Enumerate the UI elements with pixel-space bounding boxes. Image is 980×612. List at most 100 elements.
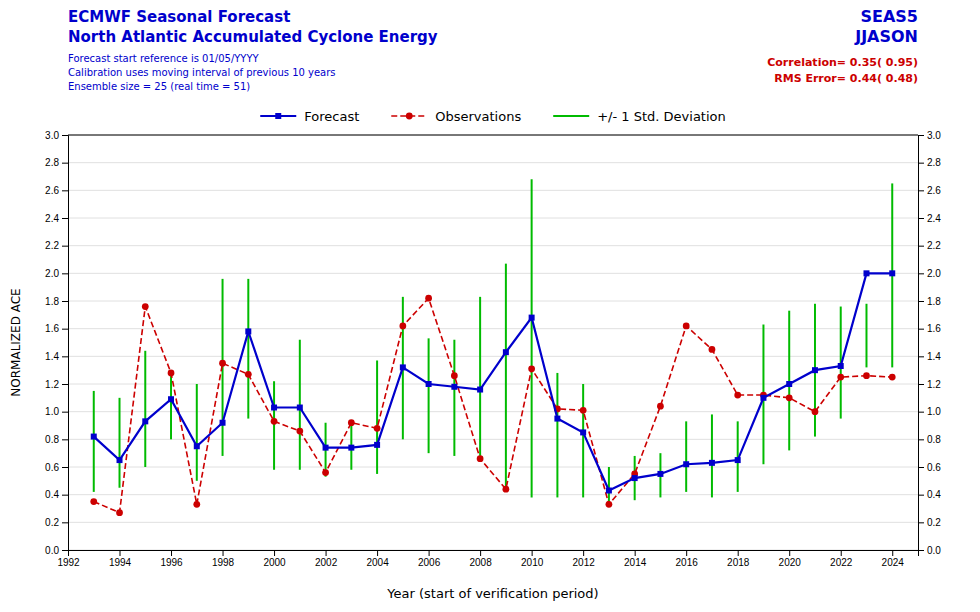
tick-mark [62, 135, 68, 136]
chart: 1992199419961998200020022004200620082010… [0, 0, 980, 612]
tick: 2.4 [918, 213, 941, 224]
tick: 2022 [830, 550, 853, 568]
point [374, 442, 380, 448]
tick-mark [918, 163, 924, 164]
legend-swatch [553, 115, 589, 117]
tick: 2.2 [45, 240, 68, 251]
point [297, 405, 303, 411]
tick-mark [326, 550, 327, 556]
point [786, 381, 792, 387]
tick: 0.6 [918, 462, 941, 473]
tick-mark [62, 273, 68, 274]
std-range [531, 179, 533, 497]
point [400, 364, 406, 370]
grid-line [68, 190, 918, 191]
tick: 3.0 [918, 130, 941, 141]
point [90, 498, 97, 505]
point [116, 509, 123, 516]
std-range [428, 338, 430, 453]
tick-mark [918, 190, 924, 191]
tick: 2000 [263, 550, 286, 568]
std-range [865, 304, 867, 368]
tick-mark [918, 522, 924, 523]
tick-mark [918, 467, 924, 468]
tick-mark [583, 550, 584, 556]
tick: 2020 [779, 550, 802, 568]
tick-mark [62, 246, 68, 247]
point [863, 372, 870, 379]
point [528, 365, 535, 372]
tick-label: 0.2 [927, 517, 941, 528]
tick-label: 2014 [624, 557, 647, 568]
tick: 2018 [727, 550, 750, 568]
tick: 1994 [109, 550, 132, 568]
series-line [94, 273, 892, 490]
tick-label: 2.8 [45, 157, 59, 168]
tick-mark [377, 550, 378, 556]
tick-label: 1.8 [927, 296, 941, 307]
y-axis: 0.00.20.40.60.81.01.21.41.61.82.02.22.42… [45, 130, 68, 556]
subtitle: Ensemble size = 25 (real time = 51) [68, 81, 250, 92]
tick: 0.8 [45, 434, 68, 445]
tick-label: 1.6 [45, 323, 59, 334]
tick-mark [62, 384, 68, 385]
tick: 2.2 [918, 240, 941, 251]
tick: 1998 [212, 550, 235, 568]
point [657, 403, 664, 410]
y2-axis: 0.00.20.40.60.81.01.21.41.61.82.02.22.42… [918, 130, 941, 556]
point [554, 416, 560, 422]
tick-mark [171, 550, 172, 556]
tick-label: 2.4 [45, 213, 59, 224]
point [426, 381, 432, 387]
tick-label: 2020 [779, 557, 802, 568]
grid-line [68, 356, 918, 357]
tick: 1.4 [918, 351, 941, 362]
tick: 0.0 [918, 545, 941, 556]
tick: 0.2 [45, 517, 68, 528]
tick-mark [62, 163, 68, 164]
tick-mark [918, 273, 924, 274]
tick-label: 2000 [263, 557, 286, 568]
std-range [505, 264, 507, 491]
tick-label: 2.2 [45, 240, 59, 251]
tick: 2014 [624, 550, 647, 568]
grid-line [68, 522, 918, 523]
point [194, 443, 200, 449]
legend-swatch [406, 113, 413, 120]
grid-line [68, 162, 918, 163]
tick: 0.6 [45, 462, 68, 473]
tick: 0.4 [45, 489, 68, 500]
tick-mark [918, 384, 924, 385]
tick-mark [62, 301, 68, 302]
point [142, 303, 149, 310]
grid-line [68, 273, 918, 274]
point [683, 323, 690, 330]
tick: 1.4 [45, 351, 68, 362]
x-axis-title: Year (start of verification period) [386, 586, 598, 601]
tick: 0.2 [918, 517, 941, 528]
tick-mark [918, 356, 924, 357]
grid-line [68, 301, 918, 302]
point [220, 420, 226, 426]
tick-label: 1996 [160, 557, 183, 568]
point [786, 394, 793, 401]
tick: 0.8 [918, 434, 941, 445]
tick-label: 2008 [469, 557, 492, 568]
tick-label: 2.4 [927, 213, 941, 224]
std-range [119, 398, 121, 488]
std-range [582, 384, 584, 497]
point [245, 328, 251, 334]
tick-mark [62, 190, 68, 191]
tick-label: 1992 [57, 557, 80, 568]
point [889, 374, 896, 381]
tick: 1.0 [918, 406, 941, 417]
point [271, 405, 277, 411]
tick-mark [918, 495, 924, 496]
tick-mark [918, 412, 924, 413]
grid-line [68, 439, 918, 440]
point [683, 461, 689, 467]
tick: 1.6 [918, 323, 941, 334]
std-range [711, 414, 713, 497]
tick: 1.2 [45, 379, 68, 390]
line-series [90, 295, 895, 516]
